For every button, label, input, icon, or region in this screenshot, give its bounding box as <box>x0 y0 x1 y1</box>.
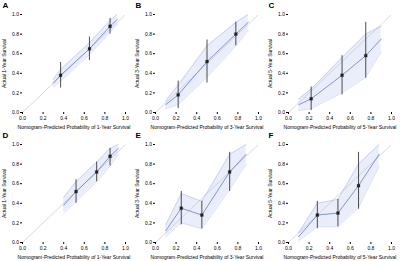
svg-text:0.2: 0.2 <box>40 115 47 121</box>
svg-text:Nomogram-Predicted Probability: Nomogram-Predicted Probability of 1-Year… <box>18 124 131 130</box>
svg-text:0.8: 0.8 <box>12 161 19 167</box>
svg-text:0.8: 0.8 <box>234 115 241 121</box>
svg-text:Nomogram-Predicted Probability: Nomogram-Predicted Probability of 5-Year… <box>284 254 397 260</box>
svg-text:0.0: 0.0 <box>19 245 26 251</box>
svg-text:0.6: 0.6 <box>145 180 152 186</box>
svg-text:0.0: 0.0 <box>145 239 152 246</box>
svg-text:0.4: 0.4 <box>193 115 200 121</box>
svg-text:0.2: 0.2 <box>278 220 285 226</box>
svg-text:1.0: 1.0 <box>278 141 285 147</box>
svg-text:0.8: 0.8 <box>145 31 152 37</box>
svg-text:F: F <box>269 131 274 140</box>
svg-text:1.0: 1.0 <box>12 141 19 147</box>
svg-text:0.4: 0.4 <box>278 200 285 206</box>
svg-text:0.2: 0.2 <box>40 245 47 251</box>
svg-text:Actual 1-Year Survival: Actual 1-Year Survival <box>1 39 7 88</box>
svg-text:0.8: 0.8 <box>278 161 285 167</box>
svg-text:1.0: 1.0 <box>388 115 395 121</box>
svg-text:0.0: 0.0 <box>12 239 19 246</box>
svg-text:0.0: 0.0 <box>12 109 19 116</box>
svg-text:0.2: 0.2 <box>278 90 285 96</box>
svg-text:0.6: 0.6 <box>81 115 88 121</box>
svg-text:0.6: 0.6 <box>214 115 221 121</box>
svg-text:0.2: 0.2 <box>173 245 180 251</box>
svg-text:0.6: 0.6 <box>214 245 221 251</box>
svg-text:0.2: 0.2 <box>12 90 19 96</box>
svg-text:0.8: 0.8 <box>12 31 19 37</box>
svg-text:0.6: 0.6 <box>278 50 285 56</box>
svg-text:Nomogram-Predicted Probability: Nomogram-Predicted Probability of 3-Year… <box>151 124 264 130</box>
svg-text:0.2: 0.2 <box>12 220 19 226</box>
svg-text:0.8: 0.8 <box>101 245 108 251</box>
svg-text:0.4: 0.4 <box>60 245 67 251</box>
svg-text:0.2: 0.2 <box>145 90 152 96</box>
svg-text:0.4: 0.4 <box>145 200 152 206</box>
svg-text:0.4: 0.4 <box>326 245 333 251</box>
svg-text:1.0: 1.0 <box>255 245 262 251</box>
svg-text:Actual 5-Year Survival: Actual 5-Year Survival <box>267 169 273 218</box>
svg-text:1.0: 1.0 <box>12 11 19 17</box>
svg-text:Actual 5-Year Survival: Actual 5-Year Survival <box>267 39 273 88</box>
svg-text:0.0: 0.0 <box>152 115 159 121</box>
svg-text:0.8: 0.8 <box>367 115 374 121</box>
svg-text:0.2: 0.2 <box>145 220 152 226</box>
svg-text:0.8: 0.8 <box>101 115 108 121</box>
svg-text:0.8: 0.8 <box>278 31 285 37</box>
svg-text:1.0: 1.0 <box>278 11 285 17</box>
svg-text:0.0: 0.0 <box>278 109 285 116</box>
svg-text:D: D <box>3 131 9 140</box>
svg-text:0.0: 0.0 <box>152 245 159 251</box>
svg-text:0.6: 0.6 <box>81 245 88 251</box>
svg-text:Nomogram-Predicted Probability: Nomogram-Predicted Probability of 3-Year… <box>151 254 264 260</box>
svg-text:0.4: 0.4 <box>145 70 152 76</box>
svg-text:0.0: 0.0 <box>145 109 152 116</box>
svg-text:0.0: 0.0 <box>278 239 285 246</box>
svg-text:1.0: 1.0 <box>255 115 262 121</box>
svg-text:E: E <box>136 131 142 140</box>
svg-text:C: C <box>269 1 275 10</box>
svg-text:1.0: 1.0 <box>122 115 129 121</box>
svg-text:0.2: 0.2 <box>306 115 313 121</box>
svg-text:1.0: 1.0 <box>145 141 152 147</box>
svg-text:Nomogram-Predicted Probability: Nomogram-Predicted Probability of 5-Year… <box>284 124 397 130</box>
svg-text:Actual 1-Year Survival: Actual 1-Year Survival <box>1 169 7 218</box>
svg-text:0.0: 0.0 <box>285 245 292 251</box>
svg-text:1.0: 1.0 <box>122 245 129 251</box>
svg-text:0.4: 0.4 <box>12 200 19 206</box>
svg-text:0.8: 0.8 <box>145 161 152 167</box>
svg-text:0.6: 0.6 <box>12 50 19 56</box>
svg-text:A: A <box>3 1 9 10</box>
svg-text:0.4: 0.4 <box>193 245 200 251</box>
svg-text:0.6: 0.6 <box>145 50 152 56</box>
svg-text:1.0: 1.0 <box>145 11 152 17</box>
svg-text:B: B <box>136 1 142 10</box>
svg-text:Actual 3-Year Survival: Actual 3-Year Survival <box>134 39 140 88</box>
svg-text:0.2: 0.2 <box>306 245 313 251</box>
svg-text:0.0: 0.0 <box>19 115 26 121</box>
svg-text:Nomogram-Predicted Probability: Nomogram-Predicted Probability of 1-Year… <box>18 254 131 260</box>
svg-text:0.0: 0.0 <box>285 115 292 121</box>
svg-text:0.6: 0.6 <box>278 180 285 186</box>
svg-text:0.8: 0.8 <box>367 245 374 251</box>
svg-text:0.6: 0.6 <box>12 180 19 186</box>
svg-text:0.8: 0.8 <box>234 245 241 251</box>
svg-text:Actual 3-Year Survival: Actual 3-Year Survival <box>134 169 140 218</box>
svg-text:0.2: 0.2 <box>173 115 180 121</box>
svg-text:0.4: 0.4 <box>326 115 333 121</box>
svg-text:0.6: 0.6 <box>347 245 354 251</box>
svg-text:0.4: 0.4 <box>12 70 19 76</box>
svg-text:0.4: 0.4 <box>60 115 67 121</box>
svg-text:1.0: 1.0 <box>388 245 395 251</box>
svg-text:0.6: 0.6 <box>347 115 354 121</box>
svg-text:0.4: 0.4 <box>278 70 285 76</box>
